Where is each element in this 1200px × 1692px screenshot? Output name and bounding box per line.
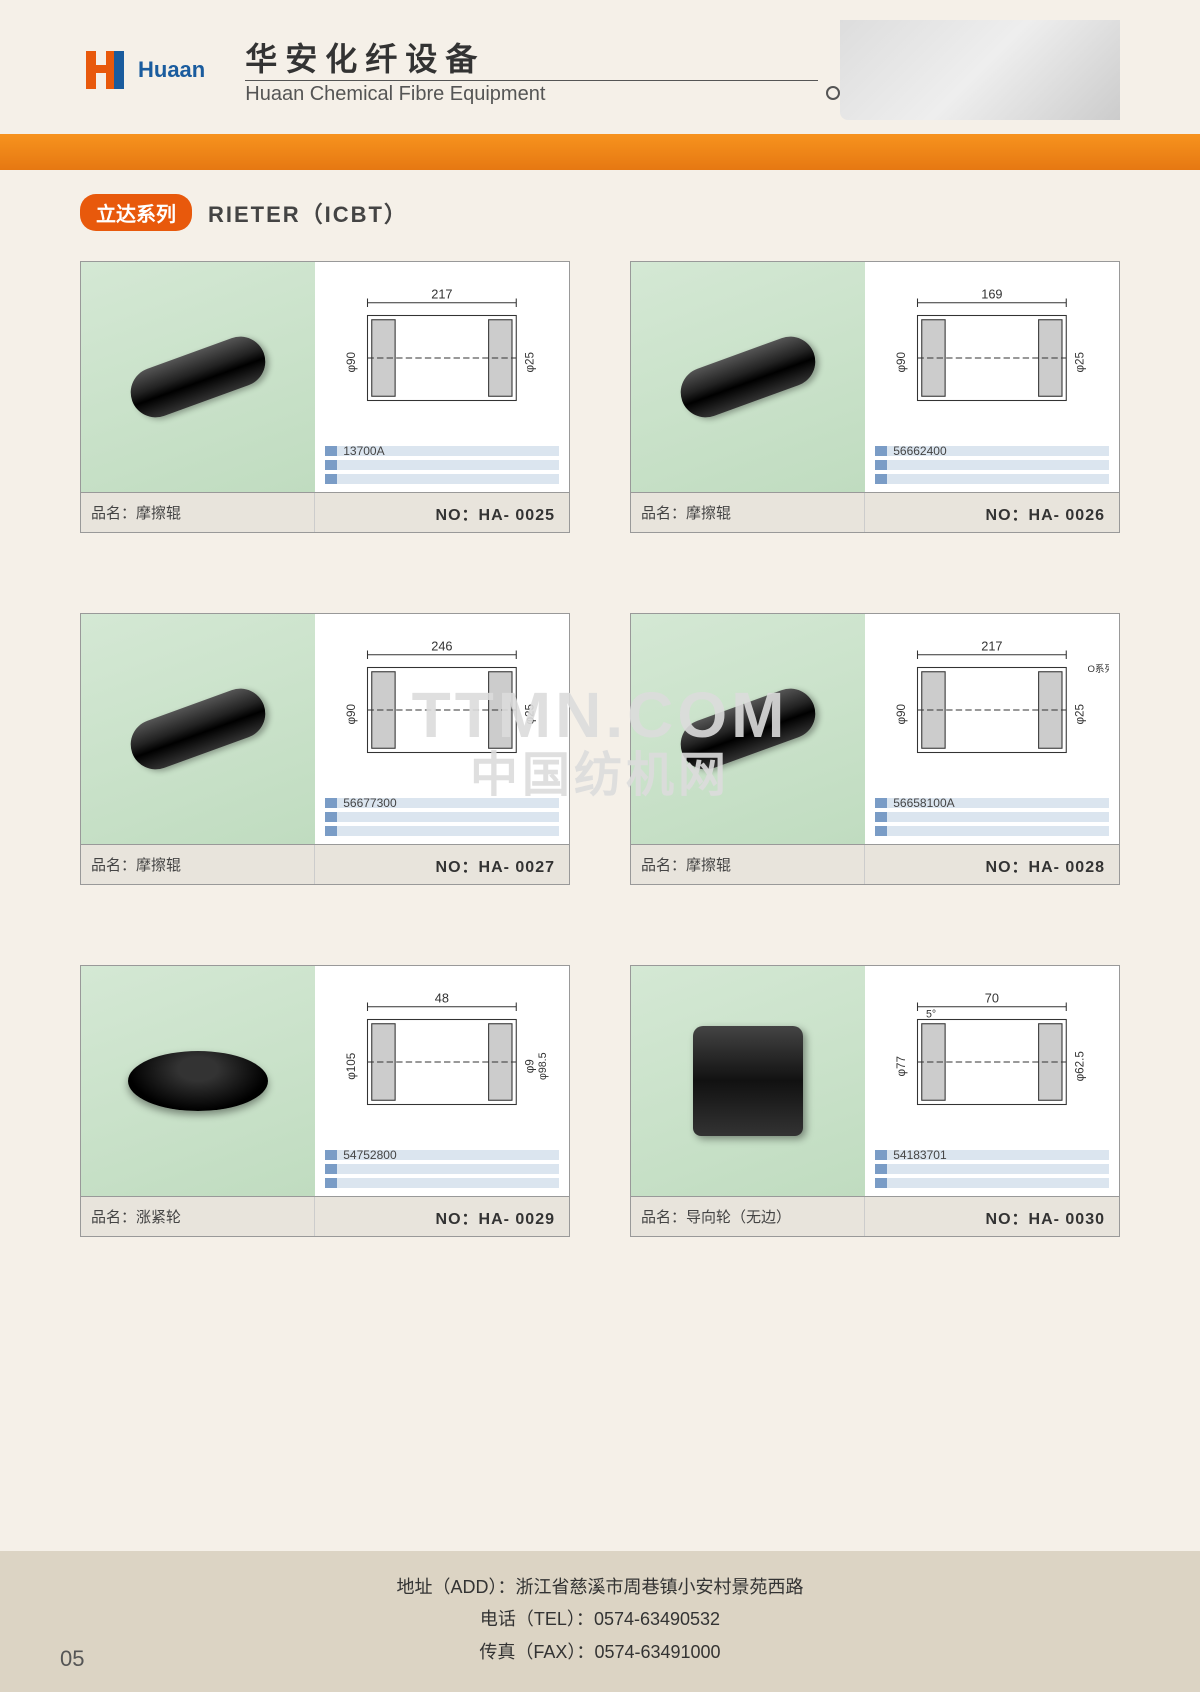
product-name: 品名：摩擦辊 [631, 845, 865, 884]
technical-drawing: 48 φ105 φ9 φ98.5 [325, 980, 559, 1144]
product-number: NO：HA- 0029 [315, 1197, 569, 1236]
svg-text:φ25: φ25 [523, 352, 536, 373]
code-bars: 13700A [325, 446, 559, 484]
product-photo [124, 682, 273, 777]
product-number: NO：HA- 0028 [865, 845, 1119, 884]
svg-text:φ25: φ25 [1073, 704, 1086, 725]
diagram-pane: 70 φ77 φ62.5 5° 54183701 [865, 966, 1119, 1196]
svg-text:φ90: φ90 [345, 351, 358, 372]
svg-text:φ90: φ90 [895, 703, 908, 724]
product-photo [674, 682, 823, 777]
part-code: 56662400 [887, 446, 1109, 456]
diagram-pane: 217 φ90 φ25 13700A [315, 262, 569, 492]
svg-text:φ98.5: φ98.5 [537, 1052, 549, 1080]
product-name: 品名：涨紧轮 [81, 1197, 315, 1236]
svg-text:217: 217 [431, 287, 452, 302]
svg-text:φ105: φ105 [345, 1053, 358, 1080]
product-card: 217 φ90 φ25 13700A 品名：摩擦辊 NO：HA- 0025 [80, 261, 570, 533]
svg-text:246: 246 [431, 639, 452, 654]
footer-address: 地址（ADD）：浙江省慈溪市周巷镇小安村景苑西路 [80, 1571, 1120, 1603]
svg-text:5°: 5° [926, 1008, 936, 1020]
photo-pane [81, 966, 315, 1196]
technical-drawing: 169 φ90 φ25 [875, 276, 1109, 440]
series-header: 立达系列 RIETER（ICBT） [0, 170, 1200, 241]
svg-text:70: 70 [985, 991, 999, 1006]
page-number: 05 [60, 1646, 84, 1672]
svg-text:48: 48 [435, 991, 449, 1006]
page-header: Huaan 华安化纤设备 Huaan Chemical Fibre Equipm… [0, 0, 1200, 130]
part-code: 13700A [337, 446, 559, 456]
part-code: 56658100A [887, 798, 1109, 808]
title-block: 华安化纤设备 Huaan Chemical Fibre Equipment [245, 34, 840, 106]
svg-text:φ77: φ77 [895, 1056, 908, 1077]
code-bars: 56677300 [325, 798, 559, 836]
logo-text: Huaan [138, 57, 205, 83]
product-number: NO：HA- 0026 [865, 493, 1119, 532]
technical-drawing: 217 φ90 φ25 [325, 276, 559, 440]
code-bars: 56662400 [875, 446, 1109, 484]
footer-fax: 传真（FAX）：0574-63491000 [80, 1636, 1120, 1668]
product-number: NO：HA- 0027 [315, 845, 569, 884]
header-photo [840, 20, 1120, 120]
photo-pane [631, 966, 865, 1196]
photo-pane [631, 262, 865, 492]
diagram-pane: 48 φ105 φ9 φ98.5 54752800 [315, 966, 569, 1196]
part-code: 54752800 [337, 1150, 559, 1160]
series-badge: 立达系列 [80, 194, 192, 231]
product-photo [693, 1026, 803, 1136]
diagram-pane: 217 φ90 φ25 O系列 56658100A [865, 614, 1119, 844]
svg-text:φ90: φ90 [345, 703, 358, 724]
svg-text:φ90: φ90 [895, 351, 908, 372]
product-number: NO：HA- 0030 [865, 1197, 1119, 1236]
diagram-pane: 169 φ90 φ25 56662400 [865, 262, 1119, 492]
product-photo [124, 330, 273, 425]
product-card: 169 φ90 φ25 56662400 品名：摩擦辊 NO：HA- 0026 [630, 261, 1120, 533]
product-card: 246 φ90 φ25 56677300 品名：摩擦辊 NO：HA- 0027 [80, 613, 570, 885]
code-bars: 54752800 [325, 1150, 559, 1188]
logo-icon [80, 45, 130, 95]
logo-block: Huaan [80, 45, 205, 95]
product-photo [674, 330, 823, 425]
svg-text:φ62.5: φ62.5 [1073, 1051, 1086, 1081]
product-name: 品名：摩擦辊 [81, 493, 315, 532]
code-bars: 54183701 [875, 1150, 1109, 1188]
series-title: RIETER（ICBT） [208, 197, 408, 229]
svg-text:217: 217 [981, 639, 1002, 654]
footer-tel: 电话（TEL）：0574-63490532 [80, 1603, 1120, 1635]
product-grid: 217 φ90 φ25 13700A 品名：摩擦辊 NO：HA- 0025 [0, 241, 1200, 1277]
photo-pane [81, 262, 315, 492]
svg-text:φ9: φ9 [523, 1059, 536, 1073]
product-card: 48 φ105 φ9 φ98.5 54752800 品名：涨紧轮 NO：HA- … [80, 965, 570, 1237]
technical-drawing: 217 φ90 φ25 O系列 [875, 628, 1109, 792]
svg-text:169: 169 [981, 287, 1002, 302]
product-card: 217 φ90 φ25 O系列 56658100A 品名：摩擦辊 NO：HA- … [630, 613, 1120, 885]
technical-drawing: 246 φ90 φ25 [325, 628, 559, 792]
diagram-pane: 246 φ90 φ25 56677300 [315, 614, 569, 844]
svg-text:φ25: φ25 [1073, 352, 1086, 373]
technical-drawing: 70 φ77 φ62.5 5° [875, 980, 1109, 1144]
page-footer: 地址（ADD）：浙江省慈溪市周巷镇小安村景苑西路 电话（TEL）：0574-63… [0, 1551, 1200, 1692]
decorative-circle-icon [826, 86, 840, 100]
photo-pane [81, 614, 315, 844]
part-code: 56677300 [337, 798, 559, 808]
product-card: 70 φ77 φ62.5 5° 54183701 品名：导向轮（无边） NO：H… [630, 965, 1120, 1237]
product-number: NO：HA- 0025 [315, 493, 569, 532]
code-bars: 56658100A [875, 798, 1109, 836]
product-photo [128, 1051, 268, 1111]
svg-text:φ25: φ25 [523, 704, 536, 725]
product-name: 品名：导向轮（无边） [631, 1197, 865, 1236]
product-name: 品名：摩擦辊 [631, 493, 865, 532]
orange-divider [0, 134, 1200, 170]
title-cn: 华安化纤设备 [245, 34, 840, 80]
part-code: 54183701 [887, 1150, 1109, 1160]
svg-text:O系列: O系列 [1088, 663, 1109, 675]
title-en: Huaan Chemical Fibre Equipment [245, 80, 818, 106]
product-name: 品名：摩擦辊 [81, 845, 315, 884]
photo-pane [631, 614, 865, 844]
